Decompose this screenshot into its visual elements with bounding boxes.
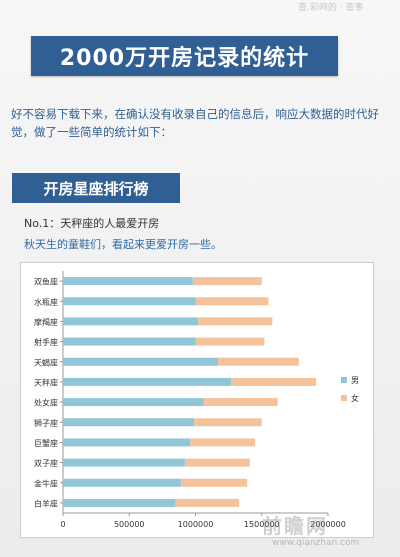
bar-male — [63, 357, 219, 366]
y-tick-label: 天蝎座 — [34, 357, 58, 367]
y-tick-label: 处女座 — [34, 398, 58, 408]
bar-male — [63, 377, 232, 386]
y-tick-label: 双子座 — [34, 458, 58, 468]
legend-label: 女 — [351, 393, 359, 403]
y-tick-label: 射手座 — [34, 337, 58, 347]
legend-label: 男 — [351, 376, 359, 385]
bar-female — [203, 398, 278, 407]
x-tick-label: 2000000 — [310, 520, 346, 529]
y-tick-label: 天秤座 — [34, 377, 58, 387]
bar-male — [63, 478, 181, 487]
legend-swatch — [341, 395, 347, 401]
bar-male — [63, 458, 185, 467]
watermark-brand: 前瞻网 — [262, 514, 328, 538]
highlight-note: No.1：天秤座的人最爱开房 — [24, 217, 160, 230]
top-watermark: 查.彩网的 · 查事 — [298, 3, 364, 13]
chart-container: 双鱼座水瓶座摩羯座射手座天蝎座天秤座处女座狮子座巨蟹座双子座金牛座白羊座 0 500… — [20, 262, 374, 538]
x-tick-label: 1000000 — [178, 520, 214, 529]
y-tick-label: 狮子座 — [34, 418, 58, 428]
x-tick-label: 0 — [60, 520, 65, 529]
x-tick-label: 500000 — [114, 520, 145, 529]
x-tick-label: 1500000 — [244, 520, 280, 529]
bar-male — [63, 438, 191, 447]
bar-female — [194, 418, 262, 427]
y-tick-label: 摩羯座 — [34, 317, 58, 327]
bar-male — [63, 317, 199, 326]
y-tick-label: 水瓶座 — [34, 297, 58, 307]
bar-female — [190, 438, 256, 447]
bar-female — [195, 297, 269, 306]
bar-female — [195, 337, 265, 346]
bar-female — [184, 458, 250, 467]
bar-male — [63, 337, 196, 346]
bar-female — [198, 317, 273, 326]
section-title: 开房星座排行榜 — [12, 173, 180, 203]
bar-male — [63, 297, 196, 306]
bar-female — [218, 357, 299, 366]
bar-female — [175, 498, 240, 507]
y-tick-label: 巨蟹座 — [34, 438, 58, 448]
bar-male — [63, 418, 195, 427]
intro-text: 好不容易下载下来，在确认没有收录自己的信息后，响应大数据的时代好觉，做了一些简单… — [11, 107, 379, 139]
legend-swatch — [341, 377, 347, 383]
bar-female — [192, 277, 262, 286]
sub-note: 秋天生的童鞋们，看起来更爱开房一些。 — [24, 238, 222, 251]
bar-female — [231, 377, 317, 386]
bar-female — [180, 478, 248, 487]
watermark-url: www.qianzhan.com — [272, 538, 360, 548]
y-tick-label: 金牛座 — [34, 478, 58, 488]
bar-male — [63, 277, 193, 286]
page-title: 2000万开房记录的统计 — [31, 36, 338, 76]
y-tick-label: 双鱼座 — [34, 277, 58, 287]
bar-male — [63, 498, 176, 507]
y-tick-label: 白羊座 — [34, 498, 58, 508]
bar-male — [63, 398, 204, 407]
